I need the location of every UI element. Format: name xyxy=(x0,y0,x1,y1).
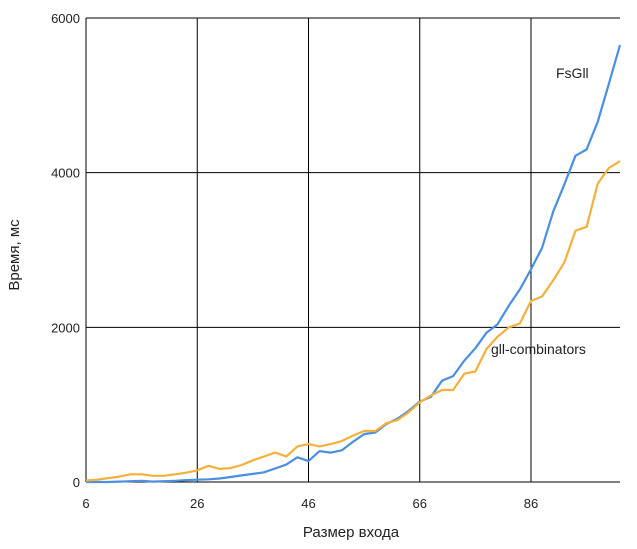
y-tick-label: 4000 xyxy=(51,166,80,181)
y-axis-title: Время, мс xyxy=(6,219,23,291)
x-tick-label: 46 xyxy=(301,496,315,511)
series-label-fsgll: FsGll xyxy=(556,65,589,81)
gridlines xyxy=(85,17,620,483)
x-tick-label: 6 xyxy=(82,496,89,511)
series-line-gll-combinators xyxy=(85,160,621,482)
series-label-gll-combinators: gll-combinators xyxy=(491,341,586,357)
x-tick-label: 86 xyxy=(524,496,538,511)
x-axis-title: Размер входа xyxy=(303,524,400,541)
series-lines xyxy=(85,44,622,484)
y-tick-label: 6000 xyxy=(51,11,80,26)
series-line-fsgll xyxy=(86,44,622,484)
x-tick-label: 66 xyxy=(413,496,427,511)
y-tick-label: 0 xyxy=(73,475,80,490)
y-tick-label: 2000 xyxy=(51,320,80,335)
x-tick-label: 26 xyxy=(190,496,204,511)
tick-labels: 6 26 46 66 86 0 2000 4000 6000 xyxy=(51,11,538,511)
